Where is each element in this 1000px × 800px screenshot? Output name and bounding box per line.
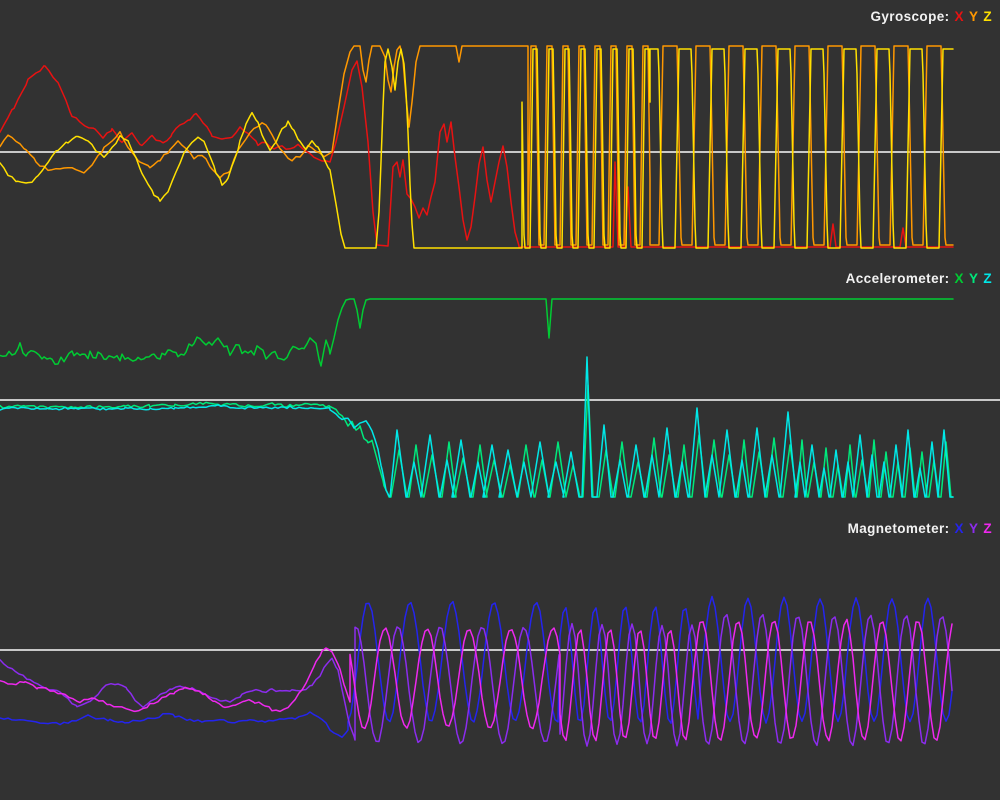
accelerometer-legend-z: Z	[983, 271, 992, 286]
gyroscope-legend-x: X	[954, 9, 964, 24]
magnetometer-trace-z	[0, 618, 953, 742]
accelerometer-legend-x: X	[954, 271, 964, 286]
accelerometer-legend-y: Y	[968, 271, 979, 286]
magnetometer-legend-z: Z	[983, 521, 992, 536]
gyroscope-chart	[0, 45, 1000, 249]
gyroscope-trace-y	[0, 45, 954, 246]
gyroscope-trace-z	[0, 48, 954, 249]
accelerometer-trace-y	[0, 384, 954, 498]
magnetometer-trace-x	[0, 595, 953, 738]
accelerometer-title: Accelerometer:	[845, 271, 950, 286]
magnetometer-legend-y: Y	[968, 521, 979, 536]
gyroscope-label: Gyroscope: X Y Z	[871, 9, 993, 24]
gyroscope-legend-y: Y	[968, 9, 979, 24]
magnetometer-trace-y	[0, 613, 953, 747]
accelerometer-chart	[0, 298, 1000, 498]
magnetometer-chart	[0, 595, 1000, 747]
gyroscope-legend-z: Z	[983, 9, 992, 24]
gyroscope-trace-x	[0, 60, 954, 248]
magnetometer-title: Magnetometer:	[847, 521, 950, 536]
accelerometer-label: Accelerometer: X Y Z	[846, 271, 992, 286]
accelerometer-trace-z	[0, 356, 954, 498]
magnetometer-label: Magnetometer: X Y Z	[848, 521, 992, 536]
magnetometer-legend-x: X	[954, 521, 964, 536]
gyroscope-title: Gyroscope:	[870, 9, 950, 24]
accelerometer-trace-x	[0, 298, 954, 367]
